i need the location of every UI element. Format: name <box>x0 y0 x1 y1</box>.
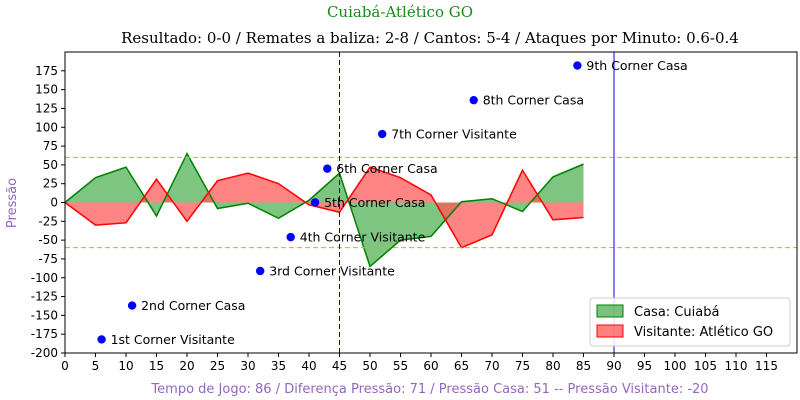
y-tick-label-0: -200 <box>31 346 58 360</box>
x-tick-label-20: 100 <box>664 359 687 373</box>
corner-label-5: 5th Corner Casa <box>324 195 425 210</box>
legend-swatch-home <box>596 304 624 318</box>
corner-label-3: 3rd Corner Visitante <box>269 263 395 278</box>
x-tick-label-16: 80 <box>545 359 560 373</box>
x-tick-label-2: 10 <box>118 359 133 373</box>
x-tick-label-4: 20 <box>179 359 194 373</box>
corner-label-6: 6th Corner Casa <box>336 161 437 176</box>
corner-marker-9 <box>573 61 582 70</box>
x-tick-label-13: 65 <box>454 359 469 373</box>
corner-marker-8 <box>469 95 478 105</box>
x-tick-label-14: 70 <box>484 359 499 373</box>
corner-marker-5 <box>310 198 320 207</box>
x-tick-label-17: 85 <box>576 359 591 373</box>
y-tick-label-9: 25 <box>43 177 58 191</box>
x-tick-label-6: 30 <box>240 359 255 373</box>
y-tick-label-1: -175 <box>31 327 58 341</box>
x-tick-label-15: 75 <box>515 359 530 373</box>
y-tick-label-6: -50 <box>38 233 58 247</box>
y-tick-label-7: -25 <box>38 214 58 228</box>
corner-label-2: 2nd Corner Casa <box>141 298 245 313</box>
y-tick-label-14: 150 <box>35 83 58 97</box>
corner-label-7: 7th Corner Visitante <box>391 127 517 142</box>
y-tick-label-13: 125 <box>35 101 58 115</box>
y-tick-label-11: 75 <box>43 139 58 153</box>
x-tick-label-23: 115 <box>755 359 778 373</box>
chart-title: Cuiabá-Atlético GO <box>327 3 473 21</box>
corner-label-8: 8th Corner Casa <box>483 93 584 108</box>
legend-label-home: Casa: Cuiabá <box>634 305 719 320</box>
x-tick-label-5: 25 <box>210 359 225 373</box>
corner-label-1: 1st Corner Visitante <box>111 332 235 347</box>
corner-marker-1 <box>97 335 106 344</box>
y-tick-label-4: -100 <box>31 271 58 285</box>
y-tick-label-3: -125 <box>31 290 58 304</box>
legend-label-away: Visitante: Atlético GO <box>634 325 773 340</box>
corner-marker-6 <box>323 164 332 173</box>
y-tick-label-8: 0 <box>50 196 58 210</box>
y-tick-label-15: 175 <box>35 64 58 78</box>
y-tick-label-5: -75 <box>38 252 58 266</box>
x-axis-label: Tempo de Jogo: 86 / Diferença Pressão: 7… <box>150 382 708 397</box>
x-tick-label-9: 45 <box>332 359 347 373</box>
chart-subtitle: Resultado: 0-0 / Remates a baliza: 2-8 /… <box>121 29 739 47</box>
y-tick-label-10: 50 <box>43 158 58 172</box>
series-line-0 <box>64 151 584 268</box>
corner-marker-3 <box>256 266 265 276</box>
y-tick-label-2: -150 <box>31 308 58 322</box>
x-tick-label-21: 105 <box>694 359 717 373</box>
x-tick-label-7: 35 <box>271 359 286 373</box>
x-tick-label-12: 60 <box>423 359 438 373</box>
corner-label-4: 4th Corner Visitante <box>300 230 426 245</box>
x-tick-label-0: 0 <box>61 359 69 373</box>
x-tick-label-22: 110 <box>725 359 748 373</box>
legend: Casa: Cuiabá Visitante: Atlético GO <box>589 297 791 347</box>
x-tick-label-11: 55 <box>393 359 408 373</box>
y-tick-label-12: 100 <box>35 120 58 134</box>
legend-box <box>589 297 791 347</box>
x-tick-label-18: 90 <box>606 359 621 373</box>
x-tick-label-8: 40 <box>301 359 316 373</box>
y-axis-label: Pressão <box>5 178 20 228</box>
x-tick-label-10: 50 <box>362 359 377 373</box>
series-area-0 <box>65 153 584 267</box>
x-tick-label-1: 5 <box>92 359 100 373</box>
x-tick-label-3: 15 <box>149 359 164 373</box>
corner-marker-7 <box>378 129 387 139</box>
corner-marker-2 <box>127 301 137 310</box>
corner-label-9: 9th Corner Casa <box>586 58 687 73</box>
series-area-1 <box>65 167 584 248</box>
x-tick-label-19: 95 <box>637 359 652 373</box>
legend-swatch-away <box>596 324 624 338</box>
series-line-1 <box>64 166 584 249</box>
corner-marker-4 <box>286 232 295 242</box>
